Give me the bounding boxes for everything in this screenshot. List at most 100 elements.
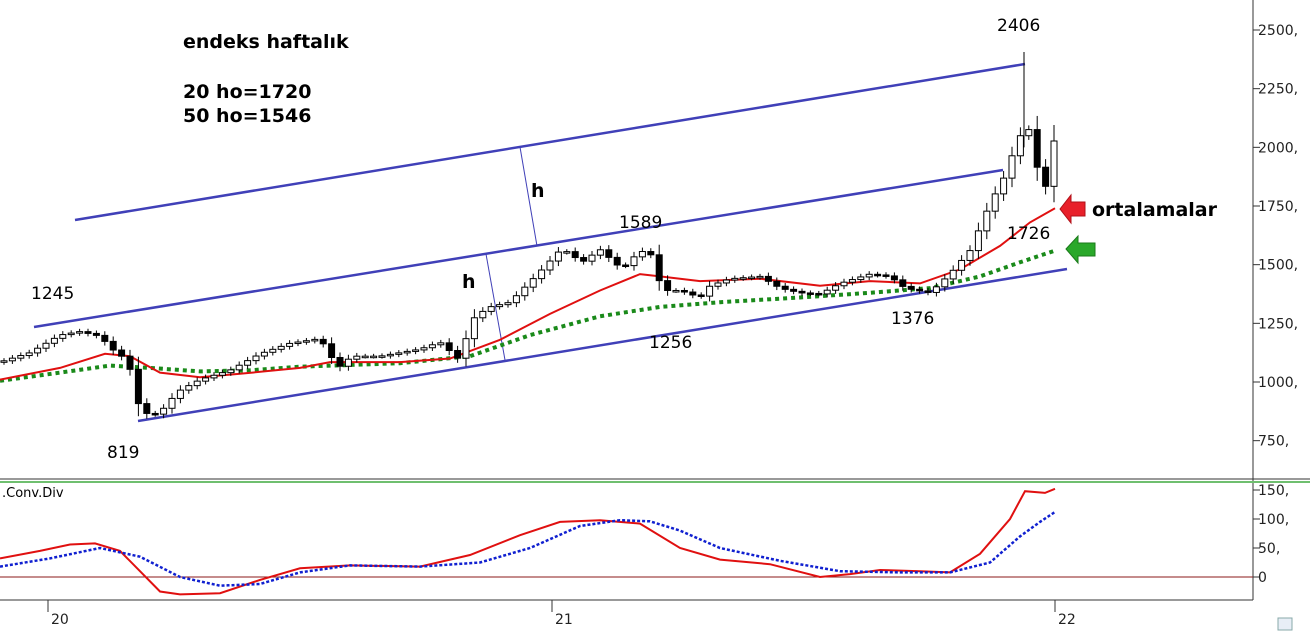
candle-body <box>59 334 67 339</box>
candle-body <box>143 403 151 414</box>
candle-body <box>546 260 554 271</box>
candle-body <box>815 292 823 296</box>
candle-body <box>949 269 957 280</box>
label-2406: 2406 <box>997 16 1040 36</box>
candle-body <box>571 251 579 259</box>
candle-body <box>302 340 310 343</box>
label-1256: 1256 <box>649 333 692 353</box>
candle-body <box>378 355 386 358</box>
candle-body <box>403 350 411 354</box>
candle-body <box>722 279 730 284</box>
x-tick-label: 21 <box>555 612 573 628</box>
ma20-path <box>0 207 1056 381</box>
label-1245: 1245 <box>31 284 74 304</box>
candle-body <box>823 289 831 295</box>
candle-body <box>680 289 688 293</box>
candle-body <box>706 285 714 297</box>
channel-upper-line <box>74 62 1026 222</box>
candle-body <box>277 345 285 350</box>
candle-body <box>344 358 352 367</box>
candle-body <box>311 338 319 342</box>
label-1726: 1726 <box>1007 224 1050 244</box>
candle-body <box>185 385 193 391</box>
candle-body <box>487 306 495 312</box>
scroll-button[interactable] <box>1277 617 1293 631</box>
candle-body <box>370 355 378 359</box>
candle-body <box>857 276 865 281</box>
candle-body <box>580 257 588 262</box>
candle-body <box>941 278 949 288</box>
candle-body <box>512 295 520 304</box>
ma50-path <box>0 248 1056 383</box>
arrow-green-icon <box>1065 234 1096 265</box>
y-tick-label: 1750, <box>1258 199 1298 215</box>
candle-body <box>8 357 16 362</box>
candle-body <box>781 285 789 290</box>
price-axis: 2500, 2250, 2000, 1750, 1500, 1250, 1000, 750, <box>1253 23 1298 450</box>
candle-body <box>286 342 294 347</box>
candle-body <box>353 355 361 360</box>
oscillator-signal-line <box>0 510 1056 587</box>
oscillator-macd-line <box>0 487 1056 596</box>
candle-body <box>974 230 982 252</box>
candle-body <box>168 397 176 409</box>
candle-body <box>269 348 277 353</box>
candle-body <box>714 282 722 287</box>
candle-body <box>647 251 655 256</box>
candle-body <box>697 294 705 297</box>
x-tick-label: 22 <box>1058 612 1076 628</box>
candle-body <box>462 338 470 359</box>
channel-height-marker-2 <box>485 253 506 361</box>
candle-body <box>638 251 646 258</box>
candle-body <box>76 331 84 334</box>
candle-body <box>67 332 75 336</box>
candle-body <box>664 280 672 291</box>
candle-body <box>764 275 772 282</box>
candle-body <box>244 360 252 366</box>
y-tick-label: 2250, <box>1258 82 1298 98</box>
candle-body <box>874 273 882 277</box>
ma20-line <box>0 207 1056 381</box>
candle-body <box>538 269 546 280</box>
candle-body <box>202 377 210 382</box>
arrow-red-icon <box>1059 193 1086 225</box>
candle-body <box>126 355 134 370</box>
candle-body <box>328 343 336 358</box>
candle-body <box>1033 129 1041 168</box>
y-tick-label: 1500, <box>1258 258 1298 274</box>
candle-body <box>689 291 697 296</box>
candle-body <box>395 352 403 355</box>
trend-channel <box>33 62 1068 423</box>
candle-body <box>605 249 613 258</box>
candle-body <box>504 302 512 306</box>
candle-body <box>319 338 327 345</box>
candle-body <box>17 355 25 359</box>
candle-body <box>958 259 966 271</box>
candle-body <box>260 351 268 357</box>
annotation-ma20: 20 ho=1720 <box>183 81 311 103</box>
candle-body <box>756 275 764 279</box>
candle-body <box>613 256 621 266</box>
candle-body <box>0 360 8 363</box>
candle-body <box>92 332 100 336</box>
candle-body <box>479 310 487 319</box>
candle-body <box>235 364 243 371</box>
candle-body <box>336 356 344 367</box>
channel-height-marker-1 <box>519 146 538 247</box>
candle-body <box>227 369 235 374</box>
y-tick-label: 2000, <box>1258 140 1298 156</box>
candle-body <box>840 281 848 287</box>
candle-body <box>521 286 529 297</box>
candle-body <box>210 374 218 379</box>
candle-body <box>42 342 50 349</box>
candle-body <box>655 254 663 282</box>
oscillator-axis: 150, 100, 50, 0 <box>1253 483 1289 586</box>
y-tick-label: 1250, <box>1258 316 1298 332</box>
candle-body <box>773 280 781 287</box>
candle-body <box>1050 140 1058 187</box>
candle-body <box>1000 177 1008 195</box>
y-tick-label: 1000, <box>1258 375 1298 391</box>
candle-body <box>50 337 58 344</box>
candle-body <box>865 273 873 278</box>
